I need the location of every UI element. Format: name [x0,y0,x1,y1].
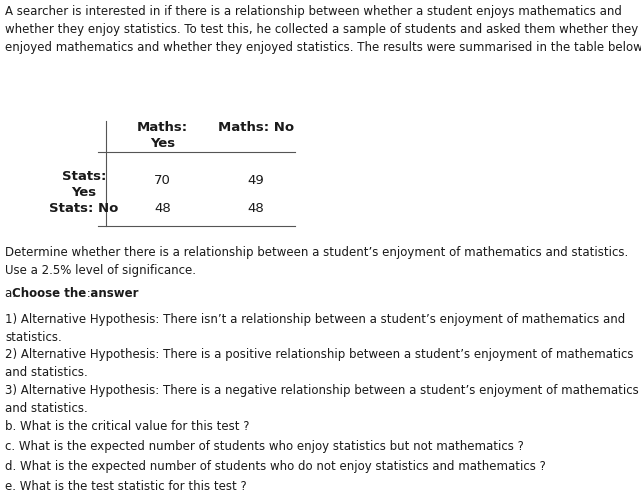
Text: Choose the answer: Choose the answer [12,288,139,301]
Text: 49: 49 [247,173,265,186]
Text: Maths: No: Maths: No [218,121,294,134]
Text: Determine whether there is a relationship between a student’s enjoyment of mathe: Determine whether there is a relationshi… [5,246,628,277]
Text: Maths:
Yes: Maths: Yes [137,121,188,150]
Text: 70: 70 [154,173,171,186]
Text: c. What is the expected number of students who enjoy statistics but not mathemat: c. What is the expected number of studen… [5,440,524,453]
Text: e. What is the test statistic for this test ?: e. What is the test statistic for this t… [5,480,247,493]
Text: a.: a. [5,288,20,301]
Text: 1) Alternative Hypothesis: There isn’t a relationship between a student’s enjoym: 1) Alternative Hypothesis: There isn’t a… [5,313,625,344]
Text: 48: 48 [247,202,265,215]
Text: 3) Alternative Hypothesis: There is a negative relationship between a student’s : 3) Alternative Hypothesis: There is a ne… [5,384,638,414]
Text: Stats: No: Stats: No [49,202,119,215]
Text: d. What is the expected number of students who do not enjoy statistics and mathe: d. What is the expected number of studen… [5,460,545,473]
Text: 48: 48 [154,202,171,215]
Text: Stats:
Yes: Stats: Yes [62,170,106,199]
Text: A searcher is interested in if there is a relationship between whether a student: A searcher is interested in if there is … [5,6,641,55]
Text: 2) Alternative Hypothesis: There is a positive relationship between a student’s : 2) Alternative Hypothesis: There is a po… [5,348,633,379]
Text: b. What is the critical value for this test ?: b. What is the critical value for this t… [5,420,249,433]
Text: :: : [83,288,91,301]
